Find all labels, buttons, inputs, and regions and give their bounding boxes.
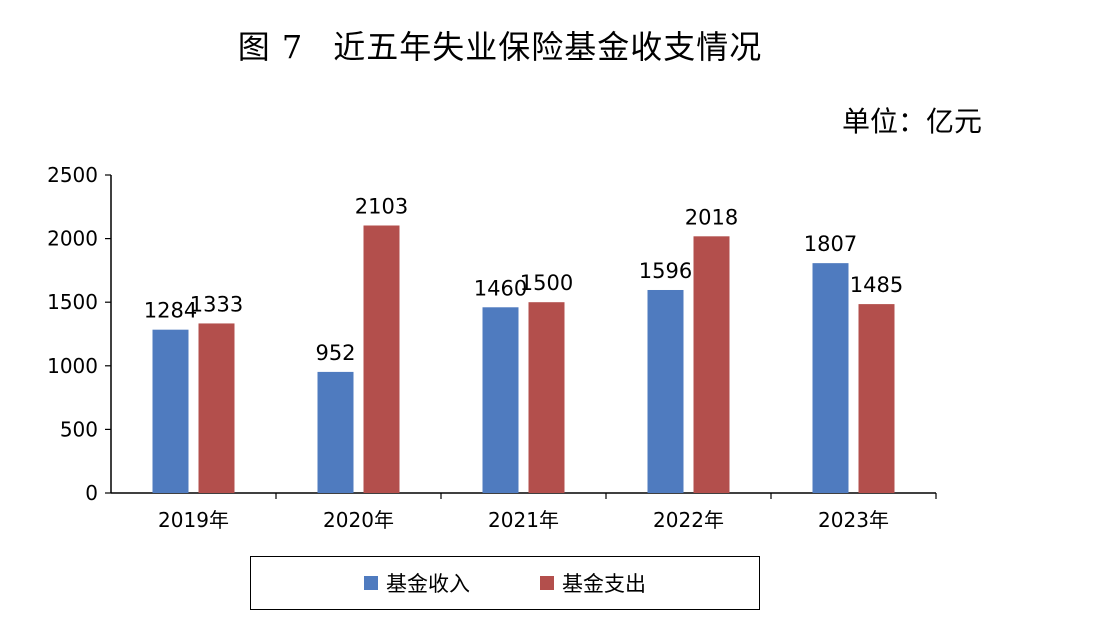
data-label: 2018 <box>685 205 738 229</box>
legend-label-income: 基金收入 <box>386 572 470 596</box>
chart-title: 图 7 近五年失业保险基金收支情况 <box>0 22 1000 68</box>
bar-income <box>152 329 189 493</box>
data-label: 1284 <box>144 299 197 323</box>
y-tick-label: 1000 <box>47 354 98 378</box>
data-label: 1807 <box>804 232 857 256</box>
bar-expense <box>693 236 730 493</box>
legend-label-expense: 基金支出 <box>562 572 646 596</box>
y-tick-label: 500 <box>60 417 98 441</box>
legend: 基金收入 基金支出 <box>250 556 760 610</box>
bar-expense <box>528 302 565 493</box>
legend-item-income: 基金收入 <box>364 568 470 598</box>
data-label: 1485 <box>850 273 903 297</box>
y-tick-label: 2500 <box>47 163 98 187</box>
data-label: 1500 <box>520 271 573 295</box>
data-label: 1333 <box>190 292 243 316</box>
data-label: 2103 <box>355 194 408 218</box>
bar-income <box>647 289 684 493</box>
x-tick-label: 2019年 <box>158 508 229 532</box>
data-label: 952 <box>315 341 355 365</box>
bar-expense <box>198 323 235 493</box>
legend-item-expense: 基金支出 <box>540 568 646 598</box>
y-tick-label: 0 <box>85 481 98 505</box>
data-label: 1596 <box>639 259 692 283</box>
x-tick-label: 2021年 <box>488 508 559 532</box>
y-tick-label: 1500 <box>47 290 98 314</box>
unit-label: 单位：亿元 <box>842 105 983 138</box>
legend-swatch-expense <box>540 576 554 590</box>
legend-swatch-income <box>364 576 378 590</box>
bar-expense <box>858 304 895 493</box>
bar-expense <box>363 225 400 493</box>
title-text: 近五年失业保险基金收支情况 <box>333 28 763 66</box>
bar-income <box>482 307 519 493</box>
y-tick-label: 2000 <box>47 227 98 251</box>
bar-income <box>812 263 849 493</box>
x-tick-label: 2020年 <box>323 508 394 532</box>
bar-income <box>317 371 354 493</box>
data-label: 1460 <box>474 276 527 300</box>
figure-number: 图 7 <box>237 28 304 66</box>
x-tick-label: 2022年 <box>653 508 724 532</box>
x-tick-label: 2023年 <box>818 508 889 532</box>
